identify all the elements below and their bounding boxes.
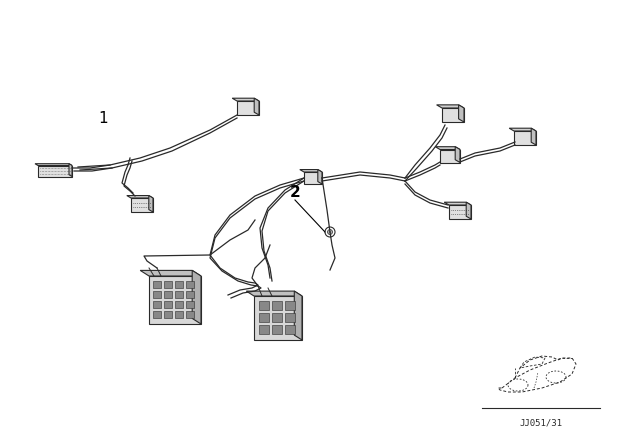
- Polygon shape: [237, 101, 259, 115]
- Polygon shape: [131, 198, 153, 212]
- Bar: [259, 313, 269, 322]
- Polygon shape: [442, 108, 464, 122]
- Bar: [175, 291, 183, 298]
- Bar: [153, 281, 161, 288]
- Text: 2: 2: [290, 185, 300, 199]
- Polygon shape: [459, 105, 464, 122]
- Bar: [272, 301, 282, 310]
- Polygon shape: [440, 150, 460, 163]
- Bar: [175, 301, 183, 308]
- Polygon shape: [436, 105, 464, 108]
- Polygon shape: [304, 172, 322, 184]
- Bar: [272, 313, 282, 322]
- Polygon shape: [531, 128, 536, 145]
- Bar: [175, 281, 183, 288]
- Polygon shape: [69, 164, 72, 177]
- Polygon shape: [455, 146, 460, 163]
- Polygon shape: [254, 98, 259, 115]
- Bar: [186, 301, 194, 308]
- Bar: [153, 291, 161, 298]
- Bar: [153, 301, 161, 308]
- Bar: [164, 281, 172, 288]
- Text: JJ051/31: JJ051/31: [520, 418, 563, 427]
- Bar: [285, 301, 295, 310]
- Polygon shape: [300, 169, 322, 172]
- Bar: [164, 291, 172, 298]
- Polygon shape: [514, 131, 536, 145]
- Circle shape: [328, 229, 333, 234]
- Polygon shape: [435, 146, 460, 150]
- Bar: [259, 325, 269, 334]
- Polygon shape: [294, 291, 302, 340]
- Polygon shape: [35, 164, 72, 165]
- Polygon shape: [318, 169, 322, 184]
- Polygon shape: [232, 98, 259, 101]
- Polygon shape: [444, 202, 471, 205]
- Bar: [259, 301, 269, 310]
- Bar: [285, 313, 295, 322]
- Polygon shape: [466, 202, 471, 219]
- Polygon shape: [149, 195, 153, 212]
- Bar: [285, 325, 295, 334]
- Bar: [175, 311, 183, 318]
- Bar: [164, 311, 172, 318]
- Bar: [186, 311, 194, 318]
- Polygon shape: [254, 296, 302, 340]
- Polygon shape: [127, 195, 153, 198]
- Polygon shape: [140, 271, 201, 276]
- Bar: [153, 311, 161, 318]
- Polygon shape: [149, 276, 201, 324]
- Bar: [186, 281, 194, 288]
- Polygon shape: [38, 165, 72, 177]
- Polygon shape: [192, 271, 201, 324]
- Polygon shape: [509, 128, 536, 131]
- Circle shape: [325, 227, 335, 237]
- Polygon shape: [246, 291, 302, 296]
- Text: 1: 1: [98, 111, 108, 125]
- Bar: [164, 301, 172, 308]
- Bar: [272, 325, 282, 334]
- Polygon shape: [449, 205, 471, 219]
- Bar: [186, 291, 194, 298]
